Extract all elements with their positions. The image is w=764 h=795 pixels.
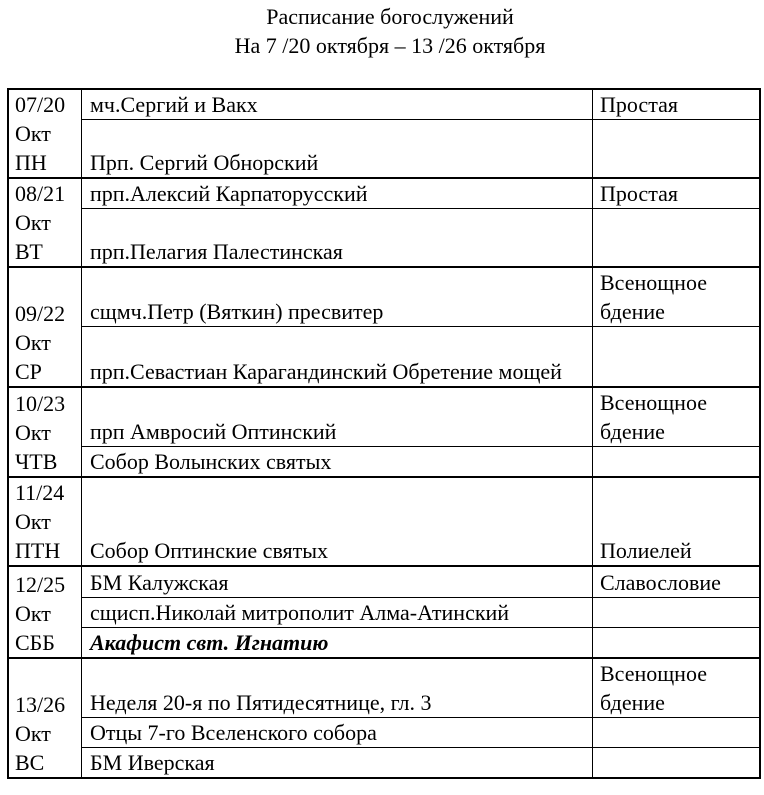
- service-type: Всенощное бдение: [592, 656, 761, 718]
- feast-name: сщисп.Николай митрополит Алма-Атинский: [81, 596, 593, 628]
- date-cell: 11/24 Окт ПТН: [7, 476, 82, 567]
- table-row: прп.Пелагия Палестинская: [8, 208, 761, 268]
- service-type: Полиелей: [592, 476, 761, 567]
- service-type: [592, 626, 761, 658]
- date-cell: 13/26 Окт ВС: [7, 656, 82, 779]
- akathist-note: Акафист свт. Игнатию: [81, 626, 593, 658]
- service-type: [592, 445, 761, 478]
- feast-name: прп.Алексий Карпаторусский: [81, 177, 593, 210]
- feast-name: мч.Сергий и Вакх: [81, 88, 593, 121]
- service-type: Простая: [592, 177, 761, 210]
- service-type: Всенощное бдение: [592, 266, 761, 327]
- table-row: сщисп.Николай митрополит Алма-Атинский: [8, 596, 761, 628]
- feast-name: Прп. Сергий Обнорский: [81, 119, 593, 179]
- page-subtitle: На 7 /20 октября – 13 /26 октября: [234, 33, 546, 58]
- service-type: [592, 208, 761, 268]
- table-row: прп.Севастиан Карагандинский Обретение м…: [8, 326, 761, 387]
- table-row: Прп. Сергий Обнорский: [8, 119, 761, 179]
- feast-name: прп.Пелагия Палестинская: [81, 208, 593, 268]
- service-type: [592, 119, 761, 179]
- service-type: [592, 596, 761, 628]
- table-row: 08/21 Окт ВТ прп.Алексий Карпаторусский Пр…: [7, 177, 761, 268]
- table-row: Отцы 7-го Вселенского собора: [8, 717, 761, 748]
- service-type: Простая: [592, 88, 761, 121]
- date-cell: 12/25 Окт СББ: [7, 565, 82, 658]
- service-type: [592, 717, 761, 748]
- feast-name: Отцы 7-го Вселенского собора: [81, 717, 593, 748]
- feast-name: прп.Севастиан Карагандинский Обретение м…: [81, 326, 593, 387]
- page-title: Расписание богослужений: [266, 4, 514, 29]
- feast-name: Неделя 20-я по Пятидесятнице, гл. 3: [81, 656, 593, 718]
- feast-name: Собор Волынских святых: [81, 445, 593, 478]
- table-row: 09/22 Окт СР сщмч.Петр (Вяткин) пресвитер …: [7, 266, 761, 387]
- service-type: Всенощное бдение: [592, 385, 761, 447]
- date-cell: 09/22 Окт СР: [7, 266, 82, 387]
- feast-name: сщмч.Петр (Вяткин) пресвитер: [81, 266, 593, 327]
- date-cell: 08/21 Окт ВТ: [7, 177, 82, 268]
- service-type: [592, 747, 761, 779]
- table-row: 12/25 Окт СББ БМ Калужская Славословие: [7, 565, 761, 658]
- service-type: [592, 326, 761, 387]
- feast-name: прп Амвросий Оптинский: [81, 385, 593, 447]
- table-row: 07/20 Окт ПН мч.Сергий и Вакх Простая: [7, 88, 761, 179]
- table-row: 11/24 Окт ПТН Собор Оптинские святых Полие…: [7, 476, 761, 567]
- date-cell: 07/20 Окт ПН: [7, 88, 82, 179]
- table-row: Акафист свт. Игнатию: [8, 626, 761, 658]
- service-type: Славословие: [592, 565, 761, 598]
- feast-name: Собор Оптинские святых: [81, 476, 593, 567]
- date-cell: 10/23 Окт ЧТВ: [7, 385, 82, 478]
- schedule-table: 07/20 Окт ПН мч.Сергий и Вакх Простая Прп.…: [7, 88, 761, 779]
- feast-name: БМ Иверская: [81, 747, 593, 779]
- table-row: Собор Волынских святых: [8, 445, 761, 478]
- table-row: 13/26 Окт ВС Неделя 20-я по Пятидесятнице,…: [7, 656, 761, 779]
- table-row: 10/23 Окт ЧТВ прп Амвросий Оптинский Всено…: [7, 385, 761, 478]
- table-row: БМ Иверская: [8, 747, 761, 779]
- feast-name: БМ Калужская: [81, 565, 593, 598]
